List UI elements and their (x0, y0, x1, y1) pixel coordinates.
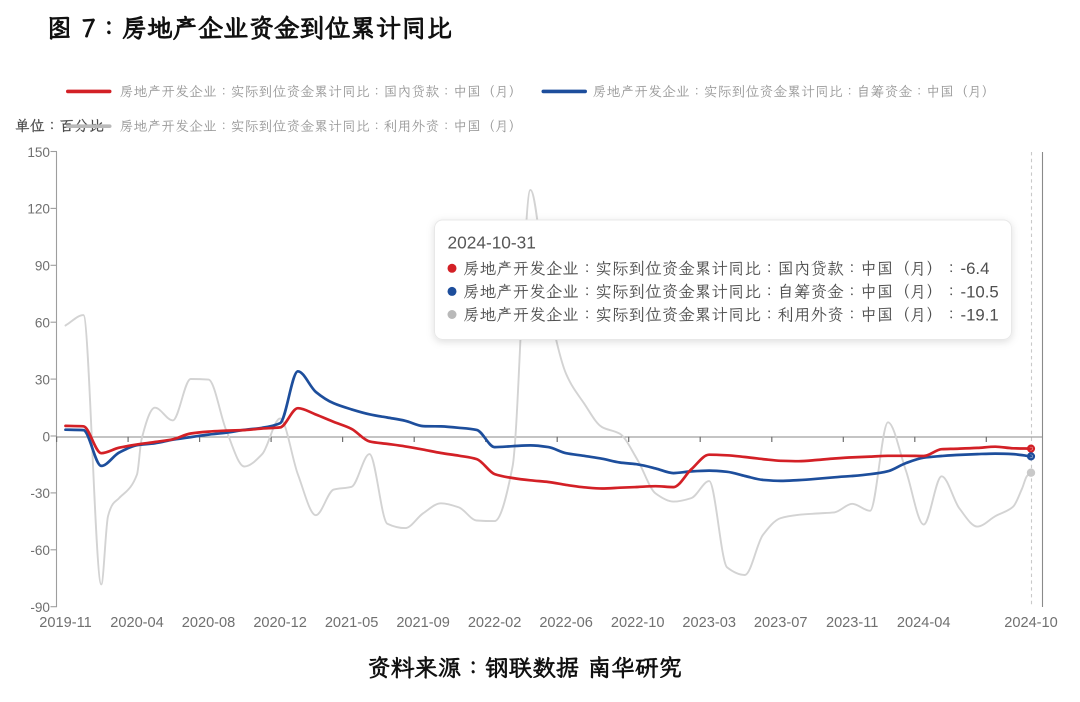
svg-text:2022-06: 2022-06 (539, 615, 593, 631)
svg-text:2023-07: 2023-07 (754, 615, 808, 631)
svg-text:2020-08: 2020-08 (182, 615, 236, 631)
svg-text:30: 30 (35, 372, 51, 387)
svg-text:2021-09: 2021-09 (396, 615, 450, 631)
svg-text:120: 120 (27, 202, 50, 217)
svg-text:90: 90 (35, 259, 51, 274)
svg-text:2022-02: 2022-02 (468, 615, 522, 631)
svg-text:-90: -90 (30, 600, 50, 615)
svg-text:2024-10-31: 2024-10-31 (448, 232, 536, 252)
svg-text:60: 60 (35, 316, 51, 331)
svg-text:2024-04: 2024-04 (897, 615, 951, 631)
svg-text:2019-11: 2019-11 (39, 615, 91, 631)
svg-text:-60: -60 (30, 543, 50, 558)
svg-text:150: 150 (27, 145, 50, 160)
svg-text:-30: -30 (30, 486, 50, 501)
svg-text:2023-11: 2023-11 (826, 615, 878, 631)
svg-text:2020-12: 2020-12 (253, 615, 307, 631)
svg-text:-19.1: -19.1 (961, 305, 999, 324)
svg-text:-6.4: -6.4 (961, 259, 990, 278)
svg-text:2024-10: 2024-10 (1004, 615, 1058, 631)
svg-text:2022-10: 2022-10 (611, 615, 665, 631)
svg-text:2020-04: 2020-04 (110, 615, 164, 631)
svg-text:0: 0 (42, 429, 50, 444)
svg-text:-10.5: -10.5 (961, 282, 999, 301)
svg-text:2021-05: 2021-05 (325, 615, 379, 631)
svg-text:2023-03: 2023-03 (682, 615, 736, 631)
